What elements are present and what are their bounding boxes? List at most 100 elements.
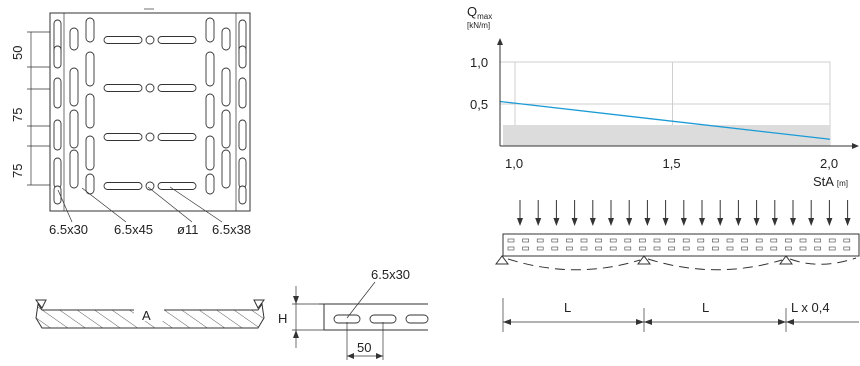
beam-hole xyxy=(551,238,559,243)
dim-50: 50 xyxy=(10,46,25,60)
span-3-label: L x 0,4 xyxy=(791,300,830,315)
beam-hole xyxy=(653,238,661,243)
load-arrow-head xyxy=(626,218,633,226)
inner-slot xyxy=(85,135,95,171)
beam-hole xyxy=(580,246,588,251)
load-arrows xyxy=(517,200,851,226)
beam-hole xyxy=(785,246,792,251)
beam-hole xyxy=(522,238,529,243)
inner-slot xyxy=(221,27,231,51)
beam-hole xyxy=(522,246,529,251)
beam-hole xyxy=(595,238,602,243)
side-slots xyxy=(53,19,247,205)
beam-hole xyxy=(507,246,515,251)
beam-hole xyxy=(712,246,719,251)
load-arrow-head xyxy=(717,218,724,226)
inner-slot xyxy=(205,135,215,171)
beam-hole xyxy=(697,246,705,251)
support-2 xyxy=(637,255,651,265)
span-diagram: L L L x 0,4 xyxy=(495,200,860,332)
beam-hole xyxy=(624,238,632,243)
bolt-hole xyxy=(145,83,155,93)
inner-slot xyxy=(221,109,231,149)
beam-hole xyxy=(799,246,807,251)
side-slot-left xyxy=(53,45,62,69)
side-slot-right xyxy=(238,185,247,205)
x-tick-label: 1,0 xyxy=(505,156,523,171)
inner-slot xyxy=(221,67,231,107)
inner-slot xyxy=(205,51,215,87)
cross-slot xyxy=(157,36,197,44)
beam-hole xyxy=(814,246,821,251)
chart-tick-labels: 1,0 0,5 1,0 1,5 2,0 xyxy=(470,55,838,171)
bolt-hole xyxy=(145,35,155,45)
beam-hole xyxy=(551,246,559,251)
span-1-label: L xyxy=(564,300,571,315)
beam-hole xyxy=(697,238,705,243)
beam-hole xyxy=(828,246,836,251)
inner-slot xyxy=(85,17,95,43)
beam-hole xyxy=(566,246,573,251)
load-arrow-head xyxy=(808,218,815,226)
beam-hole xyxy=(580,238,588,243)
callout-d11: ø11 xyxy=(177,222,198,237)
load-arrow-head xyxy=(517,218,523,226)
chart-low-band xyxy=(503,125,830,146)
load-arrow-head xyxy=(608,218,614,226)
side-slot-left xyxy=(53,77,62,109)
callout-6-5x45: 6.5x45 xyxy=(114,222,153,237)
side-slot-right xyxy=(238,157,247,189)
inner-slot xyxy=(69,67,79,107)
load-arrow-head xyxy=(644,218,651,226)
beam-hole xyxy=(653,246,661,251)
chart-x-title: StA [m] xyxy=(813,174,848,189)
load-arrow-head xyxy=(553,218,560,226)
cross-slot xyxy=(157,133,197,141)
chart-series-line xyxy=(499,100,831,140)
bolt-hole xyxy=(145,132,155,142)
beam-hole xyxy=(668,246,675,251)
side-slot-left xyxy=(53,157,62,189)
dim-h: H xyxy=(278,311,287,326)
beam-hole xyxy=(814,238,821,243)
load-chart: Qmax [kN/m] 1,0 0,5 1,0 1,5 2,0 StA [m] xyxy=(467,4,859,189)
beam-hole xyxy=(726,246,734,251)
dim-75-b: 75 xyxy=(10,164,25,178)
inner-slot xyxy=(205,173,215,195)
beam-hole xyxy=(755,238,763,243)
deflection-curve xyxy=(507,257,857,271)
side-slot-right xyxy=(238,45,247,69)
beam-hole xyxy=(536,246,544,251)
beam-perforations xyxy=(507,238,851,251)
side-slot-right xyxy=(238,119,247,151)
inner-slot xyxy=(85,93,95,129)
tray-section-view: A xyxy=(35,299,265,329)
beam-hole xyxy=(741,246,748,251)
beam-hole xyxy=(536,238,544,243)
bolt-hole xyxy=(145,181,155,191)
beam xyxy=(502,233,860,257)
span-2-label: L xyxy=(702,300,709,315)
x-tick-label: 1,5 xyxy=(663,156,681,171)
beam-hole xyxy=(770,238,778,243)
inner-slot xyxy=(69,109,79,149)
cross-slot xyxy=(103,36,143,44)
beam-hole xyxy=(609,238,617,243)
inner-slot xyxy=(205,93,215,129)
support-3 xyxy=(779,255,793,265)
beam-hole xyxy=(682,246,690,251)
load-arrow-head xyxy=(826,218,833,226)
load-arrow-head xyxy=(662,218,669,226)
load-arrow-head xyxy=(753,218,760,226)
beam-hole xyxy=(843,238,851,243)
beam-hole xyxy=(609,246,617,251)
tray-side-view: H 6.5x30 50 xyxy=(278,267,429,360)
section-label-a: A xyxy=(142,308,151,323)
cross-slot xyxy=(157,182,197,190)
beam-hole xyxy=(843,246,851,251)
load-arrow-head xyxy=(790,218,796,226)
beam-hole xyxy=(624,246,632,251)
load-arrow-head xyxy=(735,218,742,226)
inner-slot xyxy=(205,17,215,43)
